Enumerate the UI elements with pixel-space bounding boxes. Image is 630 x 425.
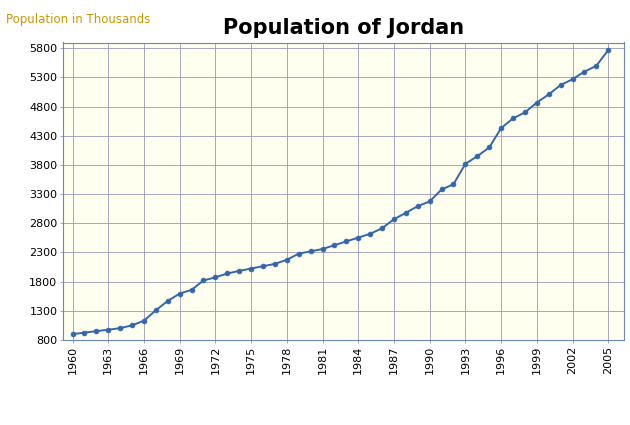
Title: Population of Jordan: Population of Jordan	[223, 18, 464, 38]
Text: Population in Thousands: Population in Thousands	[6, 13, 151, 26]
